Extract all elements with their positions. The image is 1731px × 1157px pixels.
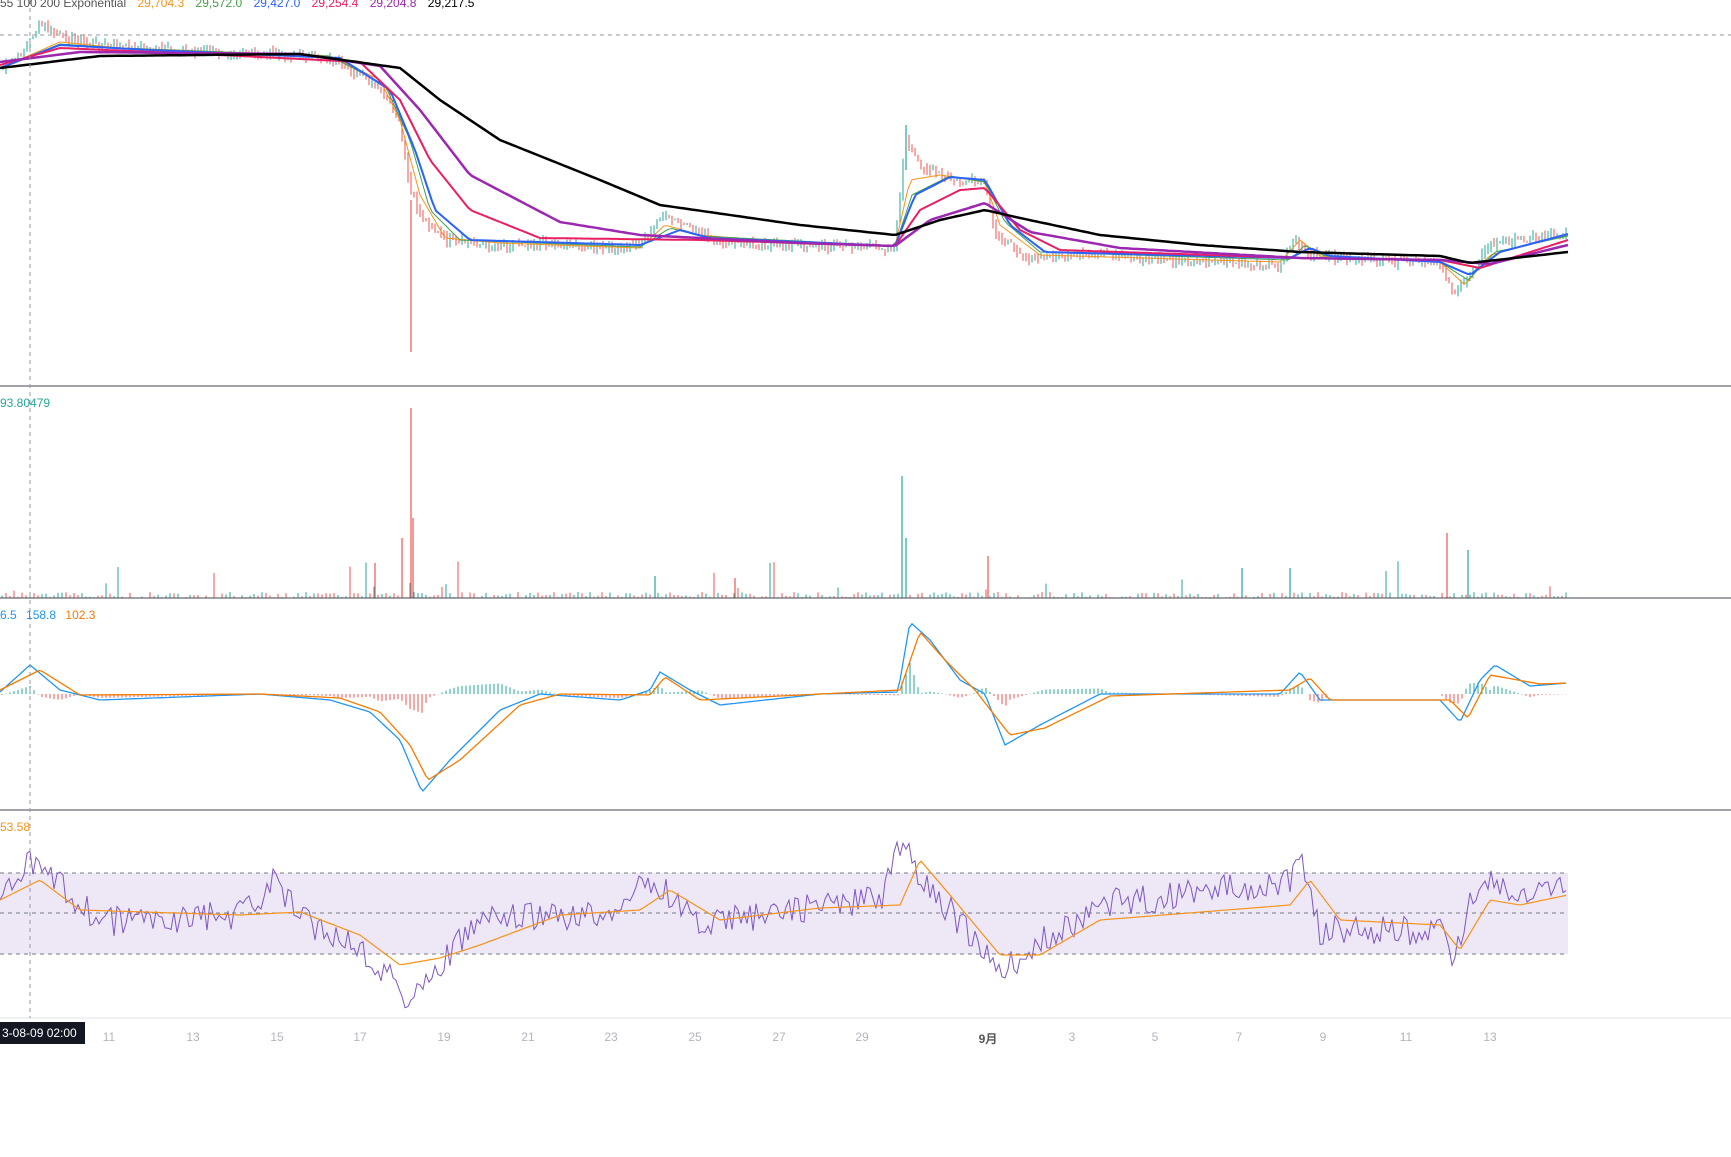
macd-value-2: 158.8 xyxy=(26,608,57,622)
volume-value: 93.80479 xyxy=(0,396,51,410)
x-axis-label: 11 xyxy=(1399,1030,1413,1044)
ema-black-line xyxy=(0,52,1569,265)
macd-pane[interactable] xyxy=(0,622,1567,792)
ema-green-line xyxy=(0,43,1569,281)
x-axis-label: 9月 xyxy=(978,1032,998,1046)
x-axis-label: 15 xyxy=(270,1030,284,1044)
x-axis-label: 9 xyxy=(1319,1030,1327,1044)
rsi-line xyxy=(0,840,1567,1009)
pane-separators[interactable] xyxy=(0,0,1731,1019)
ma-value-4: 29,254.4 xyxy=(311,0,359,10)
macd-legend: 6.5 158.8 102.3 xyxy=(0,608,101,622)
rsi-signal-line xyxy=(0,860,1567,966)
ema-purple-line xyxy=(0,50,1569,266)
ema-blue-line xyxy=(0,43,1569,276)
ma-value-2: 29,572.0 xyxy=(195,0,243,10)
macd-line xyxy=(0,622,1567,792)
x-axis-label: 29 xyxy=(855,1030,869,1044)
ema-orange-line xyxy=(0,41,1569,285)
rsi-legend: 53.58 xyxy=(0,820,30,834)
ema-red-line xyxy=(0,46,1569,270)
x-axis-label: 23 xyxy=(604,1030,618,1044)
x-axis-label: 11 xyxy=(102,1030,116,1044)
crosshair-date-label: 3-08-09 02:00 xyxy=(0,1022,85,1044)
x-axis-label: 7 xyxy=(1235,1030,1243,1044)
x-axis-label: 17 xyxy=(353,1030,367,1044)
x-axis-label: 25 xyxy=(688,1030,702,1044)
ma-value-1: 29,704.3 xyxy=(137,0,185,10)
ma-legend-prefix: 55 100 200 Exponential xyxy=(0,0,127,10)
ma-value-3: 29,427.0 xyxy=(253,0,301,10)
macd-value-1: 6.5 xyxy=(0,608,17,622)
ma-value-5: 29,204.8 xyxy=(369,0,417,10)
volume-pane[interactable] xyxy=(1,408,1567,598)
x-axis-label: 5 xyxy=(1151,1030,1159,1044)
rsi-pane[interactable] xyxy=(0,840,1568,1009)
ma-value-6: 29,217.5 xyxy=(427,0,475,10)
x-axis-label: 19 xyxy=(437,1030,451,1044)
x-axis-label: 13 xyxy=(186,1030,200,1044)
macd-value-3: 102.3 xyxy=(65,608,96,622)
x-axis-label: 27 xyxy=(772,1030,786,1044)
moving-average-legend: 55 100 200 Exponential 29,704.3 29,572.0… xyxy=(0,0,482,10)
volume-legend: 93.80479 xyxy=(0,396,50,410)
price-pane[interactable] xyxy=(0,20,1569,352)
macd-signal-line xyxy=(0,632,1567,781)
x-axis-label: 13 xyxy=(1483,1030,1497,1044)
rsi-value: 53.58 xyxy=(0,820,31,834)
x-axis-label: 21 xyxy=(521,1030,535,1044)
x-axis-label: 3 xyxy=(1068,1030,1076,1044)
